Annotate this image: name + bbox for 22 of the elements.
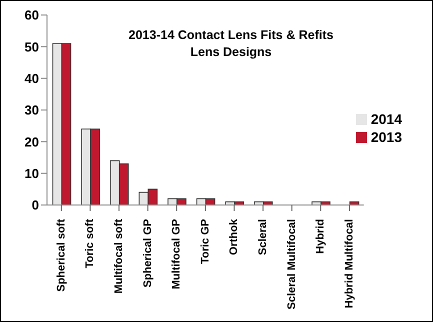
legend-label: 2013 — [370, 129, 402, 145]
x-tick-label: Multifocal GP — [170, 219, 183, 290]
y-tick-label: 40 — [24, 70, 39, 86]
x-tick-label: Toric soft — [84, 218, 96, 268]
x-tick-label: Toric GP — [199, 219, 212, 264]
legend-label: 2014 — [370, 111, 402, 127]
x-tick-label: Spherical soft — [55, 218, 68, 292]
y-tick-label: 10 — [24, 166, 39, 181]
y-tick-label: 0 — [32, 198, 39, 213]
x-tick-label: Orthok — [228, 218, 240, 256]
x-tick-label: Hybrid — [314, 219, 327, 254]
text: 2013-14 Contact Lens Fits & Refits — [128, 27, 334, 44]
x-tick-label: Multifocal soft — [113, 218, 126, 294]
x-tick-label: Hybrid Multifocal — [343, 219, 356, 308]
y-tick-label: 60 — [24, 8, 39, 23]
x-tick-label: Scleral Multifocal — [286, 219, 298, 310]
x-tick-label: Scleral — [257, 219, 270, 256]
x-tick-label: Spherical GP — [142, 219, 154, 288]
y-tick-label: 50 — [24, 39, 39, 54]
y-tick-label: 30 — [24, 102, 39, 118]
y-tick-label: 20 — [24, 134, 39, 150]
text: Lens Designs — [189, 44, 273, 61]
